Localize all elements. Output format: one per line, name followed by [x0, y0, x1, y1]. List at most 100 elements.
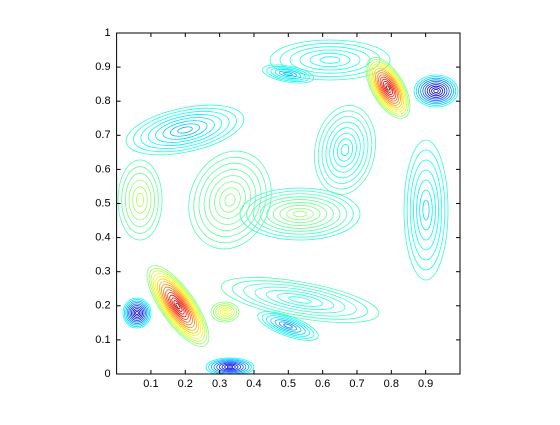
contour-line — [431, 87, 441, 95]
contour-line — [415, 76, 457, 106]
contour-line — [221, 363, 239, 371]
contour-line — [130, 306, 143, 320]
contour-line — [416, 179, 436, 241]
contour-line — [122, 297, 152, 329]
contour-line — [163, 286, 193, 326]
contour-line — [226, 365, 234, 369]
contour-line — [283, 72, 293, 76]
contour-line — [321, 116, 369, 184]
contour-line — [117, 159, 163, 241]
x-tick-label: 0.7 — [349, 378, 364, 390]
contour-line — [165, 289, 191, 323]
contour-line — [365, 57, 411, 119]
contour-line — [266, 199, 334, 229]
contour-line — [210, 359, 250, 374]
contour-line — [239, 187, 361, 241]
contour-line — [336, 138, 354, 162]
x-tick-label: 0.2 — [178, 378, 193, 390]
contour-line — [376, 72, 400, 104]
contour-line — [283, 323, 293, 329]
contour-line — [193, 156, 267, 244]
contour-line — [169, 294, 187, 318]
contour-line — [309, 52, 351, 68]
contour-line — [220, 277, 380, 323]
contour-line — [232, 280, 368, 320]
contour-line — [289, 46, 371, 74]
y-tick-label: 0.2 — [95, 300, 110, 312]
contour-line — [274, 319, 302, 333]
contour-line — [270, 317, 306, 335]
contour-line — [205, 357, 255, 374]
contour-line — [265, 315, 311, 337]
contour-line — [224, 364, 236, 370]
contour-line — [314, 104, 376, 196]
contour-line — [261, 313, 315, 339]
contour-line — [171, 297, 185, 315]
contour-line — [319, 56, 341, 64]
contour-line — [198, 162, 262, 238]
contour-line — [286, 207, 314, 221]
y-tick-label: 1 — [104, 27, 110, 39]
contour-line — [329, 127, 361, 173]
contour-line — [433, 89, 439, 94]
contour-line — [279, 204, 321, 224]
contour-line — [175, 302, 181, 310]
x-tick-label: 0.4 — [246, 378, 261, 390]
contour-line — [222, 309, 228, 315]
contour-line — [128, 303, 146, 323]
contour-line — [375, 70, 401, 106]
contour-line — [371, 65, 405, 111]
contour-line — [133, 309, 141, 317]
contour-line — [159, 281, 197, 331]
contour-line — [161, 283, 195, 329]
contour-line — [169, 123, 201, 137]
contour-line — [424, 82, 448, 100]
contour-line — [409, 159, 443, 261]
contour-line — [124, 299, 151, 327]
contour-line — [384, 83, 392, 93]
contour-line — [422, 199, 430, 221]
contour-line — [413, 74, 459, 108]
contour-line — [259, 196, 341, 232]
contour-line — [419, 189, 433, 231]
y-tick-label: 0.1 — [95, 334, 110, 346]
contour-line — [217, 306, 233, 318]
contour-line — [135, 192, 145, 208]
contour-line — [386, 85, 390, 91]
contour-line — [243, 283, 357, 317]
contour-line — [125, 300, 149, 326]
contour-line — [403, 139, 449, 281]
y-tick-label: 0.3 — [95, 266, 110, 278]
contour-line — [214, 181, 246, 219]
contour-line — [208, 358, 252, 374]
contour-line — [124, 172, 156, 228]
y-tick-label: 0.8 — [95, 95, 110, 107]
contour-line — [257, 311, 319, 341]
contour-layer — [117, 39, 459, 374]
y-tick-label: 0.6 — [95, 163, 110, 175]
contour-line — [381, 78, 395, 98]
x-tick-label: 0.8 — [384, 378, 399, 390]
contour-line — [132, 308, 142, 318]
contour-line — [246, 190, 354, 238]
contour-line — [218, 362, 242, 372]
contour-line — [420, 79, 452, 103]
contour-line — [265, 289, 335, 311]
contour-line — [155, 117, 215, 143]
contour-line — [177, 126, 193, 134]
contour-line — [340, 144, 350, 156]
contour-line — [252, 193, 348, 235]
contour-line — [173, 300, 183, 312]
contour-line — [272, 202, 328, 226]
contour-line — [212, 303, 238, 321]
contour-line — [215, 304, 235, 320]
contour-line — [188, 150, 272, 250]
x-tick-label: 0.6 — [315, 378, 330, 390]
contour-line — [152, 273, 204, 339]
y-tick-label: 0.5 — [95, 197, 110, 209]
contour-line — [125, 104, 245, 156]
contour-line — [208, 175, 252, 225]
contour-line — [274, 69, 302, 79]
contour-line — [266, 66, 310, 82]
